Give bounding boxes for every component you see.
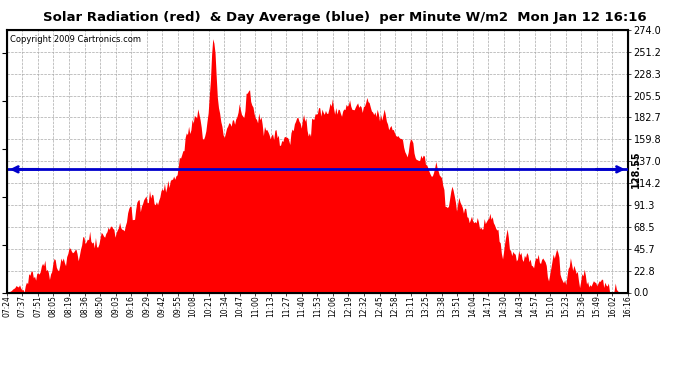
Text: Solar Radiation (red)  & Day Average (blue)  per Minute W/m2  Mon Jan 12 16:16: Solar Radiation (red) & Day Average (blu… (43, 11, 647, 24)
Text: 128.55: 128.55 (631, 150, 641, 188)
Text: Copyright 2009 Cartronics.com: Copyright 2009 Cartronics.com (10, 35, 141, 44)
